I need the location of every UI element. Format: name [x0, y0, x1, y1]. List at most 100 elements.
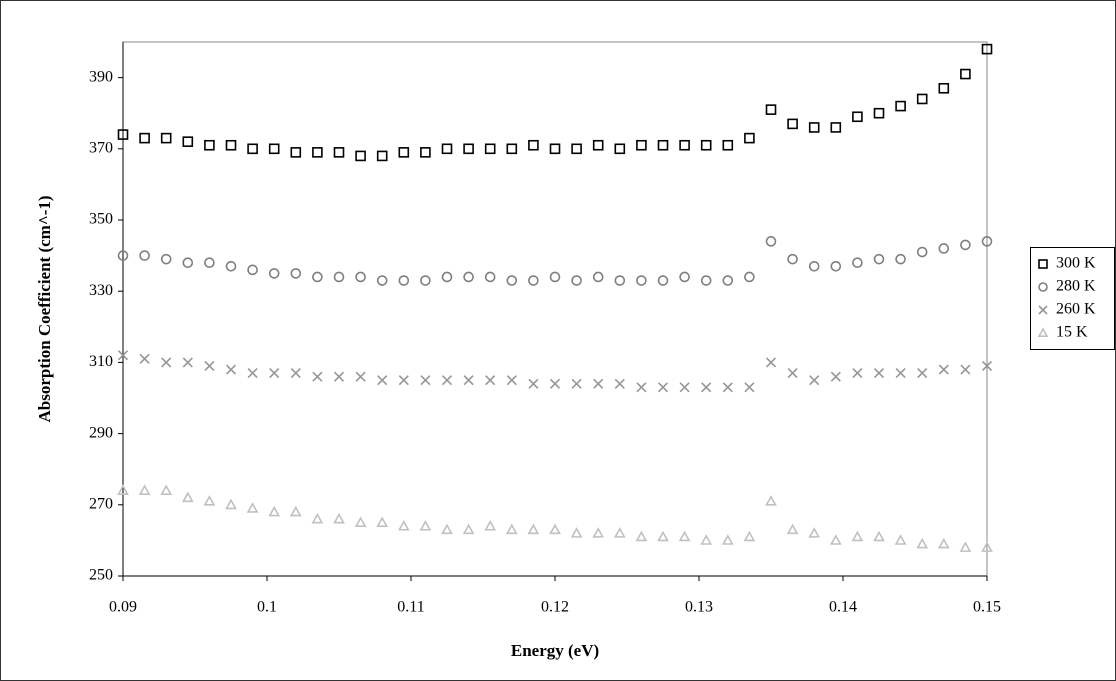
data-point [679, 139, 690, 151]
data-point [182, 257, 194, 269]
data-point [419, 520, 432, 531]
data-point [139, 250, 150, 261]
y-axis-title: Absorption Coefficient (cm^-1) [35, 195, 54, 422]
data-point [960, 68, 971, 80]
data-point [117, 129, 129, 140]
legend-label: 15 K [1056, 324, 1088, 341]
data-point [247, 264, 258, 276]
data-point [571, 378, 582, 389]
x-tick-label: 0.15 [973, 599, 1001, 616]
data-point [268, 268, 280, 279]
data-point [160, 484, 173, 495]
data-point [700, 534, 713, 545]
data-point [744, 132, 755, 144]
data-point [981, 236, 993, 247]
data-point [333, 271, 345, 283]
data-point [398, 275, 410, 286]
data-point [959, 541, 972, 552]
data-point [355, 271, 366, 283]
data-point [462, 523, 475, 535]
data-point [376, 516, 389, 527]
legend-marker [1037, 327, 1049, 337]
data-point [160, 253, 172, 265]
x-tick-label: 0.12 [541, 599, 569, 616]
data-point [312, 271, 323, 283]
data-point [311, 512, 324, 524]
data-point [592, 527, 605, 538]
data-point [570, 527, 583, 538]
data-point [290, 147, 302, 158]
data-point [787, 118, 798, 130]
data-point [765, 236, 777, 247]
data-point [549, 523, 561, 535]
data-point [614, 275, 626, 286]
data-point [916, 93, 928, 105]
data-point [441, 143, 453, 155]
data-point [377, 375, 388, 386]
data-point [333, 147, 345, 158]
y-tick-label: 390 [89, 68, 113, 85]
data-point [203, 495, 216, 506]
data-point [917, 368, 928, 379]
data-point [852, 368, 863, 379]
data-point [376, 150, 388, 162]
data-point [830, 260, 842, 272]
data-point [420, 375, 431, 386]
data-point [225, 364, 237, 375]
data-point [873, 107, 885, 119]
data-point [981, 541, 993, 552]
data-point [485, 375, 496, 386]
data-point [269, 368, 280, 379]
data-point [701, 382, 712, 393]
data-point [592, 271, 604, 283]
data-point [981, 360, 993, 372]
data-point [787, 368, 798, 379]
data-point [916, 537, 929, 549]
data-point [117, 350, 129, 361]
data-point [721, 534, 734, 545]
data-point [246, 502, 259, 513]
data-point [225, 498, 237, 510]
x-axis-title: Energy (eV) [511, 641, 599, 660]
data-point [506, 275, 518, 286]
data-point [830, 122, 842, 133]
data-point [506, 375, 517, 386]
data-point [808, 527, 821, 538]
data-point [528, 275, 539, 286]
data-point [592, 139, 604, 151]
data-point [895, 368, 906, 379]
data-point [463, 271, 474, 283]
x-tick-label: 0.09 [109, 599, 137, 616]
data-point [700, 139, 712, 151]
legend-label: 280 K [1056, 278, 1096, 295]
data-point [636, 382, 647, 393]
data-point [938, 82, 950, 94]
data-point [657, 530, 669, 542]
data-point [138, 484, 151, 495]
data-point [937, 537, 950, 549]
data-point [895, 100, 906, 112]
data-point [247, 368, 258, 379]
data-point [505, 523, 518, 535]
x-tick-label: 0.14 [829, 599, 857, 616]
data-point [333, 371, 345, 382]
legend-marker [1038, 259, 1048, 269]
data-point [786, 523, 799, 535]
y-tick-label: 270 [89, 495, 113, 512]
data-point [549, 378, 561, 389]
data-point [397, 520, 410, 531]
legend-marker [1038, 282, 1048, 292]
data-point [247, 143, 258, 155]
data-point [527, 523, 540, 535]
data-point [398, 375, 409, 386]
legend-label: 260 K [1056, 301, 1096, 318]
data-point [894, 534, 907, 545]
data-point [765, 357, 777, 368]
data-point [765, 104, 777, 115]
data-point [981, 43, 993, 55]
data-point [636, 275, 647, 286]
data-point [960, 239, 971, 251]
data-point [744, 382, 755, 393]
data-point [852, 111, 863, 123]
